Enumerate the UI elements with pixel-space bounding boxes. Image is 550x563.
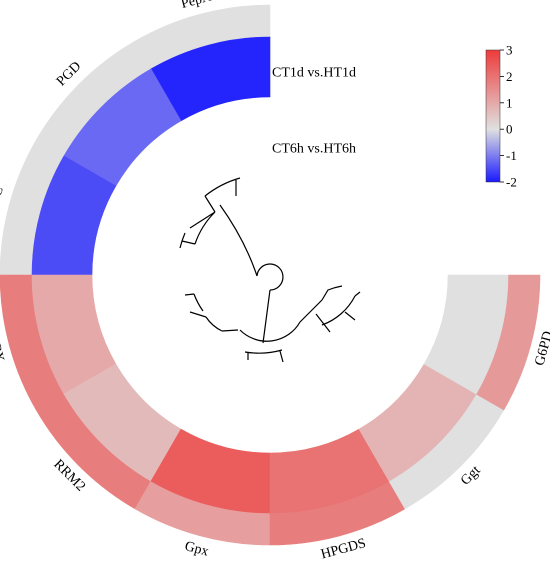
gene-label-ggt: Ggt: [458, 463, 484, 489]
colorbar-tick-label: 3: [506, 43, 513, 58]
series-label-1: CT1d vs.HT1d: [272, 66, 356, 81]
series-label-2: CT6h vs.HT6h: [272, 142, 356, 157]
gene-label-hpgds: HPGDS: [319, 536, 367, 562]
colorbar-gradient: [485, 49, 501, 183]
dendrogram-branches: [179, 177, 361, 363]
gene-label-g6pd: G6PD: [533, 330, 550, 368]
gene-label-gpx: Gpx: [183, 539, 210, 560]
gene-label-pepa: PepA: [180, 0, 215, 12]
series-labels: CT1d vs.HT1d CT6h vs.HT6h: [272, 66, 356, 157]
dendrogram: [179, 177, 361, 363]
heatmap-cell-g6pd-series2: [423, 274, 509, 395]
gene-label-odc: ODC: [0, 185, 7, 217]
colorbar-legend: 3 2 1 0 -1 -2: [485, 43, 517, 190]
colorbar-tick-label: -2: [506, 175, 517, 190]
colorbar-tick-label: 1: [506, 95, 513, 110]
colorbar-tick-label: 0: [506, 122, 513, 137]
gene-label-apx: APX: [0, 333, 7, 364]
colorbar-tick-label: -1: [506, 148, 517, 163]
heatmap-cells: [0, 4, 541, 546]
colorbar-tick-label: 2: [506, 69, 513, 84]
